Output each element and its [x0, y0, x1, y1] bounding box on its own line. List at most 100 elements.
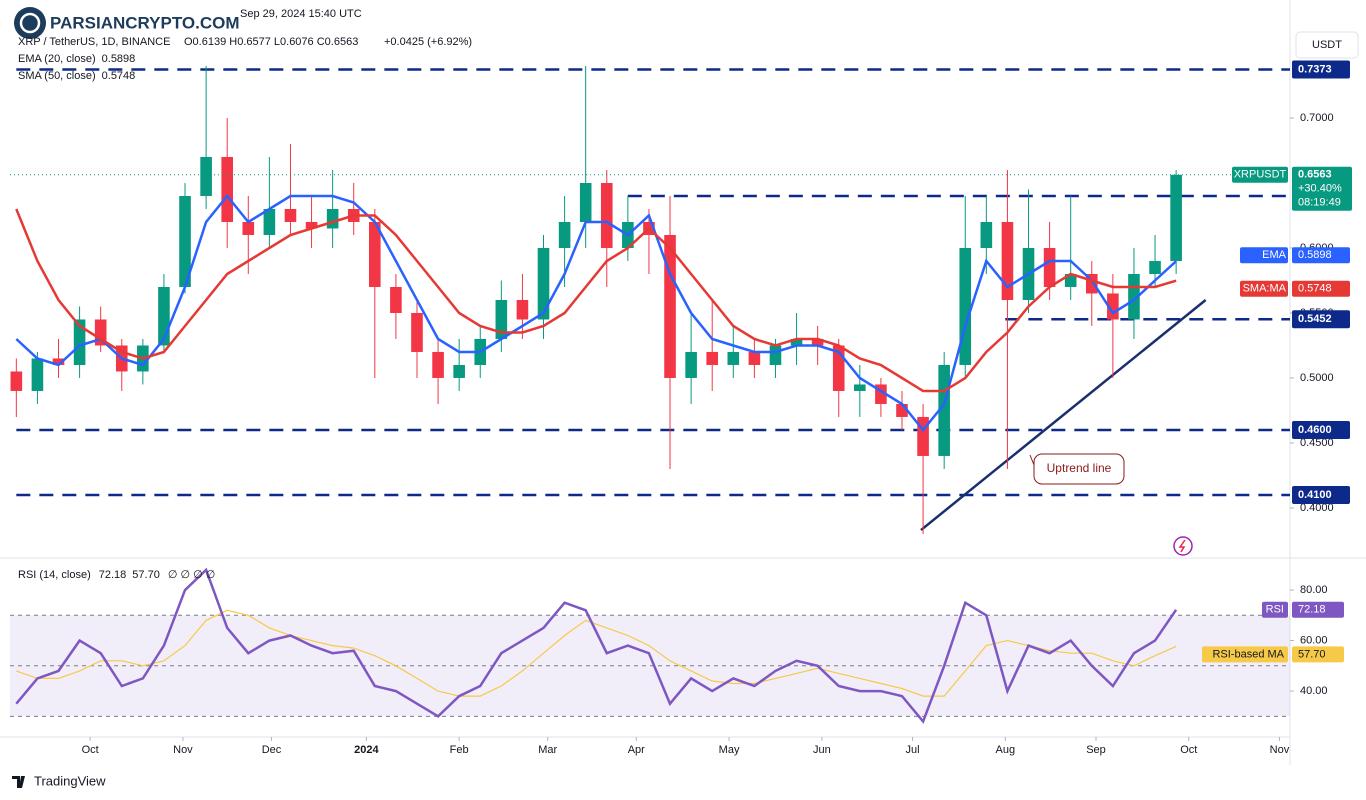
rsi-badge-bg — [1292, 646, 1344, 663]
y-tick-label: 0.4000 — [1300, 502, 1334, 514]
candle-body — [748, 351, 761, 365]
candle-body — [1001, 221, 1014, 300]
x-tick-label: 2024 — [354, 744, 379, 756]
candle-body — [52, 358, 65, 365]
y-tick-label: 40.00 — [1300, 685, 1328, 697]
x-tick-label: Nov — [173, 744, 193, 756]
x-tick-label: Oct — [1180, 744, 1197, 756]
annotation-box — [1033, 453, 1125, 485]
level-badge — [1292, 310, 1350, 329]
level-label: 0.5452 — [1298, 313, 1332, 325]
candle-body — [453, 364, 465, 378]
x-tick-label: Feb — [450, 744, 469, 756]
symbol-title[interactable]: XRP / TetherUS, 1D, BINANCE — [18, 36, 170, 48]
price-badge-countdown: 08:19:49 — [1298, 197, 1341, 209]
ohlc-values: O0.6139 H0.6577 L0.6076 C0.6563 — [184, 36, 358, 48]
x-tick-label: Jul — [906, 744, 920, 756]
level-badge — [1292, 420, 1350, 439]
candle-body — [1107, 293, 1119, 320]
alert-icon[interactable] — [1173, 536, 1193, 556]
currency-button[interactable] — [1295, 31, 1359, 59]
alert-bolt[interactable] — [1178, 539, 1186, 553]
candle-body — [790, 338, 803, 346]
candle-body — [685, 351, 697, 378]
price-change: +0.0425 (+6.92%) — [384, 36, 472, 48]
y-tick-label: 60.00 — [1300, 634, 1328, 646]
annotation: Uptrend line — [1029, 453, 1125, 485]
candle-body — [305, 221, 318, 229]
watermark-bg — [10, 4, 236, 42]
candle-body — [938, 364, 950, 456]
rsi-badge-name: RSI — [1266, 604, 1284, 616]
candle-body — [179, 195, 191, 287]
x-tick-label: Sep — [1086, 744, 1106, 756]
rsi-line — [15, 567, 1178, 724]
rsi-extra: ∅ ∅ ∅ ∅ — [168, 569, 216, 581]
y-tick-label: 0.7000 — [1300, 112, 1334, 124]
currency[interactable]: USDT — [1312, 39, 1342, 51]
y-tick-label: 80.00 — [1300, 584, 1328, 596]
candle-body — [94, 319, 107, 346]
ma-badge-bg — [1292, 247, 1350, 264]
candle-body — [706, 351, 719, 365]
rsi-badge-name-bg — [1202, 646, 1288, 663]
candle-body — [727, 351, 740, 365]
candle-body — [537, 247, 550, 320]
candle-body — [411, 312, 423, 352]
candle-body — [600, 182, 613, 248]
indicator-value: 0.5748 — [102, 70, 136, 82]
level-badge — [1292, 60, 1350, 79]
ma-badge-value: 0.5898 — [1298, 249, 1332, 261]
candle-body — [200, 156, 212, 196]
ma-line — [15, 194, 1177, 432]
x-tick-label: May — [719, 744, 740, 756]
candle-body — [917, 416, 929, 456]
rsi-badge-bg — [1292, 601, 1344, 618]
indicator-name: EMA (20, close) — [18, 53, 96, 65]
ma-badge-name-bg — [1240, 280, 1288, 297]
candle-body — [242, 221, 255, 235]
alert-circle[interactable] — [1173, 536, 1193, 556]
candle-body — [221, 156, 233, 222]
x-tick-label: Jun — [813, 744, 831, 756]
candle-body — [1064, 273, 1077, 287]
level-label: 0.7373 — [1298, 63, 1332, 75]
ma-line — [15, 208, 1177, 393]
indicator-name: SMA (50, close) — [18, 70, 96, 82]
candle-body — [326, 208, 339, 229]
x-tick-label: Apr — [628, 744, 645, 756]
rsi-badge-value: 57.70 — [1298, 648, 1326, 660]
x-tick-label: Nov — [1270, 744, 1290, 756]
level-badge — [1292, 485, 1350, 504]
ma-badge-name: SMA:MA — [1243, 283, 1287, 295]
candle-body — [31, 358, 44, 391]
candle-body — [263, 208, 276, 235]
candle-body — [432, 351, 444, 378]
rsi-title: RSI (14, close) — [18, 569, 91, 581]
watermark-logo-ring — [19, 12, 41, 34]
candle-body — [1043, 247, 1056, 287]
candle-body — [1085, 273, 1098, 294]
watermark-text: PARSIANCRYPTO.COM — [50, 13, 240, 32]
trend-line — [920, 299, 1207, 532]
candle-body — [284, 208, 297, 222]
indicator-value: 0.5898 — [102, 53, 136, 65]
price-badge-symbol-bg — [1232, 166, 1288, 183]
candle-body — [516, 299, 529, 320]
footer-brand[interactable]: TradingView — [34, 773, 106, 788]
x-tick-label: Dec — [262, 744, 282, 756]
y-tick-label: 0.4500 — [1300, 437, 1334, 449]
rsi-line — [16, 609, 1177, 697]
y-tick-label: 0.5000 — [1300, 372, 1334, 384]
x-tick-label: Aug — [996, 744, 1016, 756]
candle-body — [390, 286, 402, 313]
rsi-badge-name-bg — [1262, 601, 1288, 618]
price-badge-symbol: XRPUSDT — [1234, 169, 1287, 181]
price-badge-change: +30.40% — [1298, 183, 1342, 195]
footer-logo — [12, 776, 25, 788]
ma-badge-name: EMA — [1262, 249, 1287, 261]
watermark: PARSIANCRYPTO.COM — [10, 4, 240, 42]
candle-body — [158, 286, 170, 346]
price-badge-bg — [1292, 166, 1352, 211]
rsi-badge-name: RSI-based MA — [1212, 648, 1284, 660]
